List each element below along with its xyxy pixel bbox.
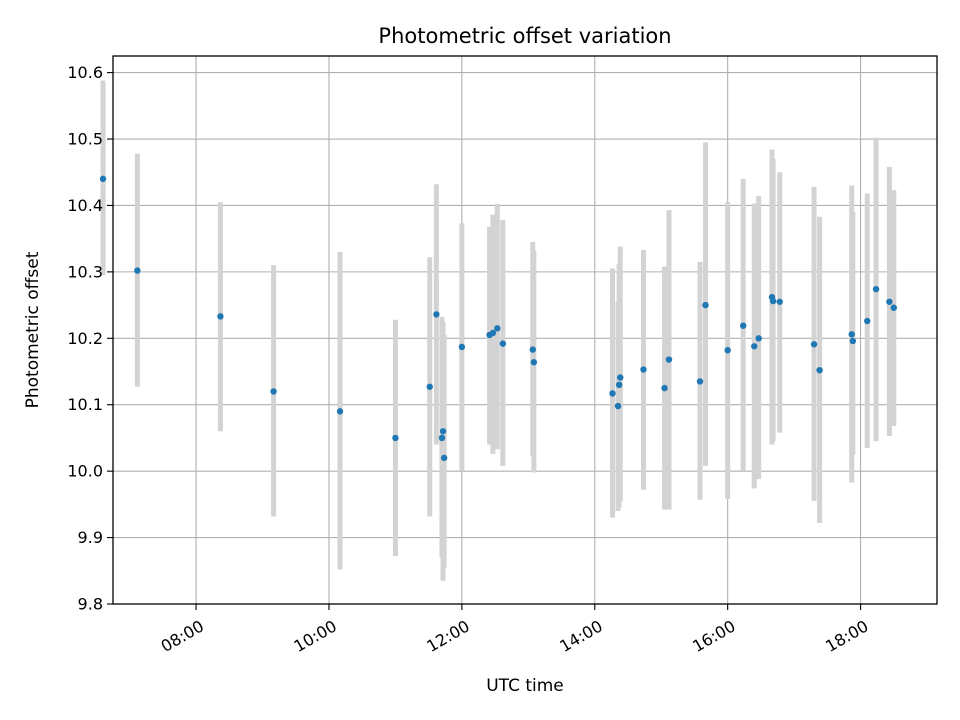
y-tick-label: 9.8 (78, 595, 103, 614)
data-point (661, 384, 668, 392)
data-point (530, 359, 538, 366)
data-point (439, 428, 447, 435)
data-point (489, 329, 497, 337)
data-point (849, 337, 857, 345)
chart-title: Photometric offset variation (378, 24, 671, 48)
data-point (609, 390, 616, 397)
plot-frame (112, 55, 938, 605)
data-point (769, 297, 777, 305)
y-tick-label: 10.6 (67, 63, 103, 82)
x-tick-label: 14:00 (556, 616, 605, 656)
data-point (99, 175, 107, 183)
data-point (848, 331, 855, 338)
data-point (438, 434, 446, 442)
x-tick-label: 08:00 (158, 616, 207, 656)
data-point (702, 301, 709, 309)
y-tick-label: 10.5 (67, 130, 103, 149)
data-point (392, 434, 399, 442)
data-point (217, 313, 224, 320)
data-point (426, 383, 433, 390)
y-tick-label: 10.1 (67, 395, 103, 414)
y-tick-label: 10.2 (67, 329, 103, 348)
data-point (696, 378, 704, 385)
data-point (665, 356, 673, 363)
x-tick-label: 18:00 (822, 616, 871, 656)
data-points (99, 175, 898, 462)
data-point (499, 340, 507, 347)
data-point (433, 311, 440, 318)
data-point (739, 322, 747, 329)
data-point (810, 341, 818, 348)
x-tick-label: 10:00 (291, 616, 340, 656)
data-point (494, 325, 501, 332)
x-axis-label: UTC time (486, 676, 564, 696)
axis-ticks: 08:00 10:00 12:00 14:00 16:00 18:00 9.8 9.9 10.0… (67, 63, 871, 656)
y-axis-label: Photometric offset (23, 251, 43, 408)
data-point (458, 343, 466, 351)
data-point (776, 298, 783, 305)
data-point (440, 454, 448, 462)
data-point (724, 347, 731, 354)
data-point (614, 402, 622, 410)
data-point (270, 388, 277, 395)
y-tick-label: 9.9 (78, 528, 103, 547)
data-point (134, 267, 141, 274)
data-point (529, 346, 536, 353)
data-point (755, 335, 762, 342)
data-point (886, 298, 893, 305)
data-point (816, 366, 823, 374)
data-point (617, 374, 624, 381)
y-tick-label: 10.0 (67, 462, 103, 481)
data-point (336, 408, 344, 415)
y-tick-label: 10.3 (67, 262, 103, 281)
data-point (890, 304, 898, 311)
y-tick-label: 10.4 (67, 196, 103, 215)
x-tick-label: 12:00 (423, 616, 472, 656)
data-point (864, 317, 871, 325)
data-point (615, 381, 623, 388)
data-point (640, 366, 647, 373)
data-point (751, 343, 758, 350)
data-point (872, 285, 880, 293)
x-tick-label: 16:00 (689, 616, 738, 656)
